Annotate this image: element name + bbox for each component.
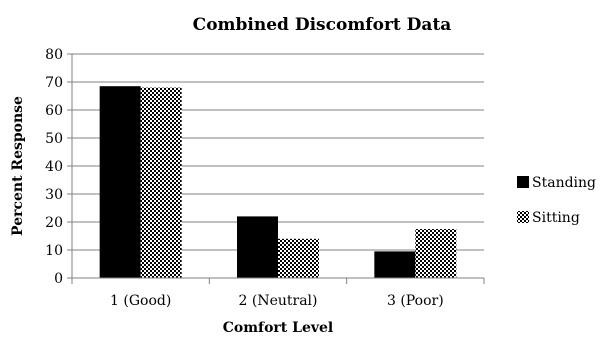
x-tick-label: 1 (Good) [110,293,171,309]
legend: Standing Sitting [517,175,596,226]
legend-swatch-sitting [517,211,529,223]
y-tick-label: 60 [45,103,63,119]
y-tick-label: 20 [45,215,63,231]
y-tick-label: 30 [45,187,63,203]
bar-sitting-1 [140,87,182,278]
y-tick-label: 80 [45,47,63,63]
y-tick-label: 10 [45,243,63,259]
bar-sitting-2 [278,238,319,278]
y-tick-label: 40 [45,159,63,175]
legend-swatch-standing [517,176,529,188]
y-axis-ticks: 0 10 20 30 40 50 60 70 80 [45,47,72,287]
legend-label-standing: Standing [532,175,596,191]
bar-sitting-3 [415,229,457,278]
bar-standing-1 [99,86,141,278]
legend-label-sitting: Sitting [532,210,580,226]
y-tick-label: 50 [45,131,63,147]
bar-standing-3 [374,251,416,278]
x-tick-label: 2 (Neutral) [239,293,318,309]
y-tick-label: 0 [54,271,63,287]
chart-title: Combined Discomfort Data [193,15,452,35]
x-axis-title: Comfort Level [223,320,333,336]
y-axis-title: Percent Response [10,96,26,236]
x-tick-label: 3 (Poor) [387,293,444,309]
x-axis-ticks: 1 (Good) 2 (Neutral) 3 (Poor) [71,278,485,309]
bars [99,86,457,278]
y-tick-label: 70 [45,75,63,91]
bar-standing-2 [237,216,278,278]
